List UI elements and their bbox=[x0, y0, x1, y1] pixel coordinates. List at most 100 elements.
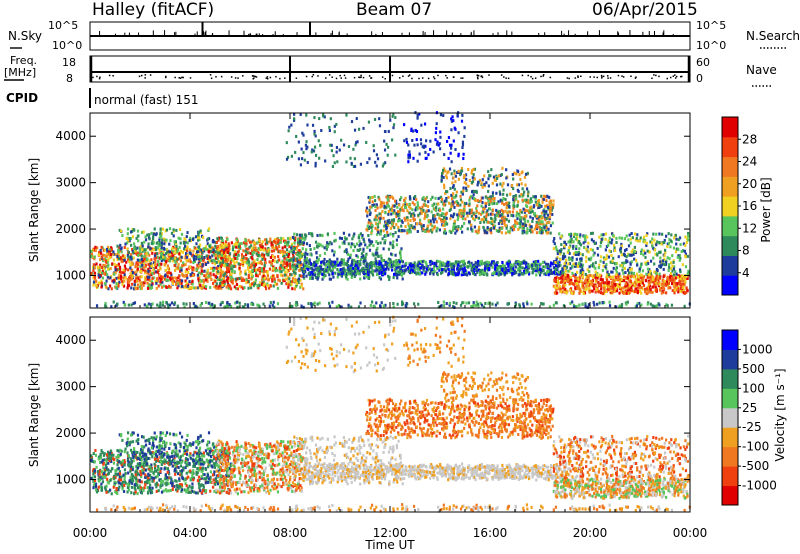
range-time-cell bbox=[491, 265, 494, 269]
range-time-cell bbox=[589, 231, 593, 235]
range-time-cell bbox=[282, 279, 285, 283]
range-time-cell bbox=[101, 257, 104, 261]
range-time-cell bbox=[359, 268, 363, 272]
range-time-cell bbox=[109, 284, 112, 288]
range-time-cell bbox=[671, 282, 674, 286]
range-time-cell bbox=[341, 262, 345, 266]
range-time-cell bbox=[158, 276, 161, 280]
range-time-cell bbox=[491, 194, 494, 198]
range-time-cell bbox=[281, 263, 284, 267]
range-time-cell bbox=[276, 259, 279, 263]
range-time-cell bbox=[119, 247, 122, 251]
range-time-cell bbox=[418, 206, 421, 210]
range-time-cell bbox=[420, 211, 423, 215]
range-time-cell bbox=[461, 217, 464, 221]
range-time-cell bbox=[379, 232, 382, 236]
range-time-cell bbox=[544, 218, 547, 222]
range-time-cell bbox=[403, 203, 406, 207]
range-time-cell bbox=[297, 277, 301, 281]
range-time-cell bbox=[107, 252, 111, 256]
range-time-cell bbox=[619, 285, 622, 289]
range-time-cell bbox=[374, 226, 377, 230]
range-time-cell bbox=[581, 271, 585, 275]
range-time-cell bbox=[575, 257, 578, 261]
range-time-cell bbox=[495, 263, 499, 267]
range-time-cell bbox=[362, 249, 365, 253]
range-time-cell bbox=[484, 195, 487, 199]
range-time-cell bbox=[362, 260, 365, 264]
range-time-cell bbox=[171, 259, 174, 263]
range-time-cell bbox=[149, 279, 152, 283]
range-time-cell bbox=[385, 227, 388, 231]
range-time-cell bbox=[672, 277, 676, 281]
range-time-cell bbox=[158, 238, 161, 242]
range-time-cell bbox=[332, 275, 335, 279]
range-time-cell bbox=[356, 269, 360, 273]
range-time-cell bbox=[115, 285, 118, 289]
range-time-cell bbox=[656, 278, 659, 282]
range-time-cell bbox=[368, 243, 371, 247]
range-time-cell bbox=[395, 202, 398, 206]
range-time-cell bbox=[204, 274, 207, 278]
range-time-cell bbox=[234, 252, 238, 256]
range-time-cell bbox=[412, 212, 415, 216]
range-time-cell bbox=[406, 231, 409, 235]
range-time-cell bbox=[413, 213, 416, 217]
range-time-cell bbox=[105, 247, 109, 251]
range-time-cell bbox=[548, 195, 551, 199]
range-time-cell bbox=[528, 223, 531, 227]
range-time-cell bbox=[299, 250, 302, 254]
range-time-cell bbox=[380, 270, 384, 274]
range-time-cell bbox=[475, 214, 478, 218]
range-time-cell bbox=[544, 224, 548, 228]
range-time-cell bbox=[499, 182, 502, 186]
range-time-cell bbox=[523, 222, 527, 226]
range-time-cell bbox=[443, 199, 446, 203]
range-time-cell bbox=[233, 243, 236, 247]
range-time-cell bbox=[671, 289, 674, 293]
range-time-cell bbox=[244, 249, 247, 253]
range-time-cell bbox=[501, 209, 505, 213]
range-time-cell bbox=[311, 269, 314, 273]
range-time-cell bbox=[499, 214, 502, 218]
range-time-cell bbox=[375, 253, 378, 257]
range-time-cell bbox=[250, 273, 253, 277]
range-time-cell bbox=[508, 201, 511, 205]
range-time-cell bbox=[470, 223, 473, 227]
range-time-cell bbox=[485, 212, 488, 216]
range-time-cell bbox=[355, 266, 358, 270]
range-time-cell bbox=[148, 237, 151, 241]
range-time-cell bbox=[273, 246, 276, 250]
range-time-cell bbox=[191, 238, 195, 242]
range-time-cell bbox=[442, 215, 446, 219]
range-time-cell bbox=[366, 214, 369, 218]
range-time-cell bbox=[591, 289, 594, 293]
range-time-cell bbox=[480, 262, 484, 266]
range-time-cell bbox=[319, 233, 322, 237]
range-time-cell bbox=[175, 276, 178, 280]
range-time-cell bbox=[518, 194, 521, 198]
range-time-cell bbox=[241, 286, 245, 290]
range-time-cell bbox=[128, 236, 131, 240]
range-time-cell bbox=[382, 216, 385, 220]
range-time-cell bbox=[290, 280, 294, 284]
range-time-cell bbox=[439, 267, 442, 271]
range-time-cell bbox=[645, 287, 649, 291]
range-time-cell bbox=[509, 270, 512, 274]
range-time-cell bbox=[607, 288, 610, 292]
range-time-cell bbox=[182, 240, 185, 244]
range-time-cell bbox=[429, 272, 432, 276]
range-time-cell bbox=[585, 281, 588, 285]
range-time-cell bbox=[630, 289, 633, 293]
range-time-cell bbox=[130, 253, 133, 257]
range-time-cell bbox=[499, 173, 502, 177]
range-time-cell bbox=[638, 289, 642, 293]
range-time-cell bbox=[298, 250, 301, 254]
range-time-cell bbox=[526, 209, 529, 213]
range-time-cell bbox=[288, 250, 291, 254]
range-time-cell bbox=[477, 259, 480, 263]
range-time-cell bbox=[414, 206, 418, 210]
range-time-cell bbox=[396, 211, 399, 215]
range-time-cell bbox=[158, 274, 162, 278]
range-time-cell bbox=[618, 280, 622, 284]
